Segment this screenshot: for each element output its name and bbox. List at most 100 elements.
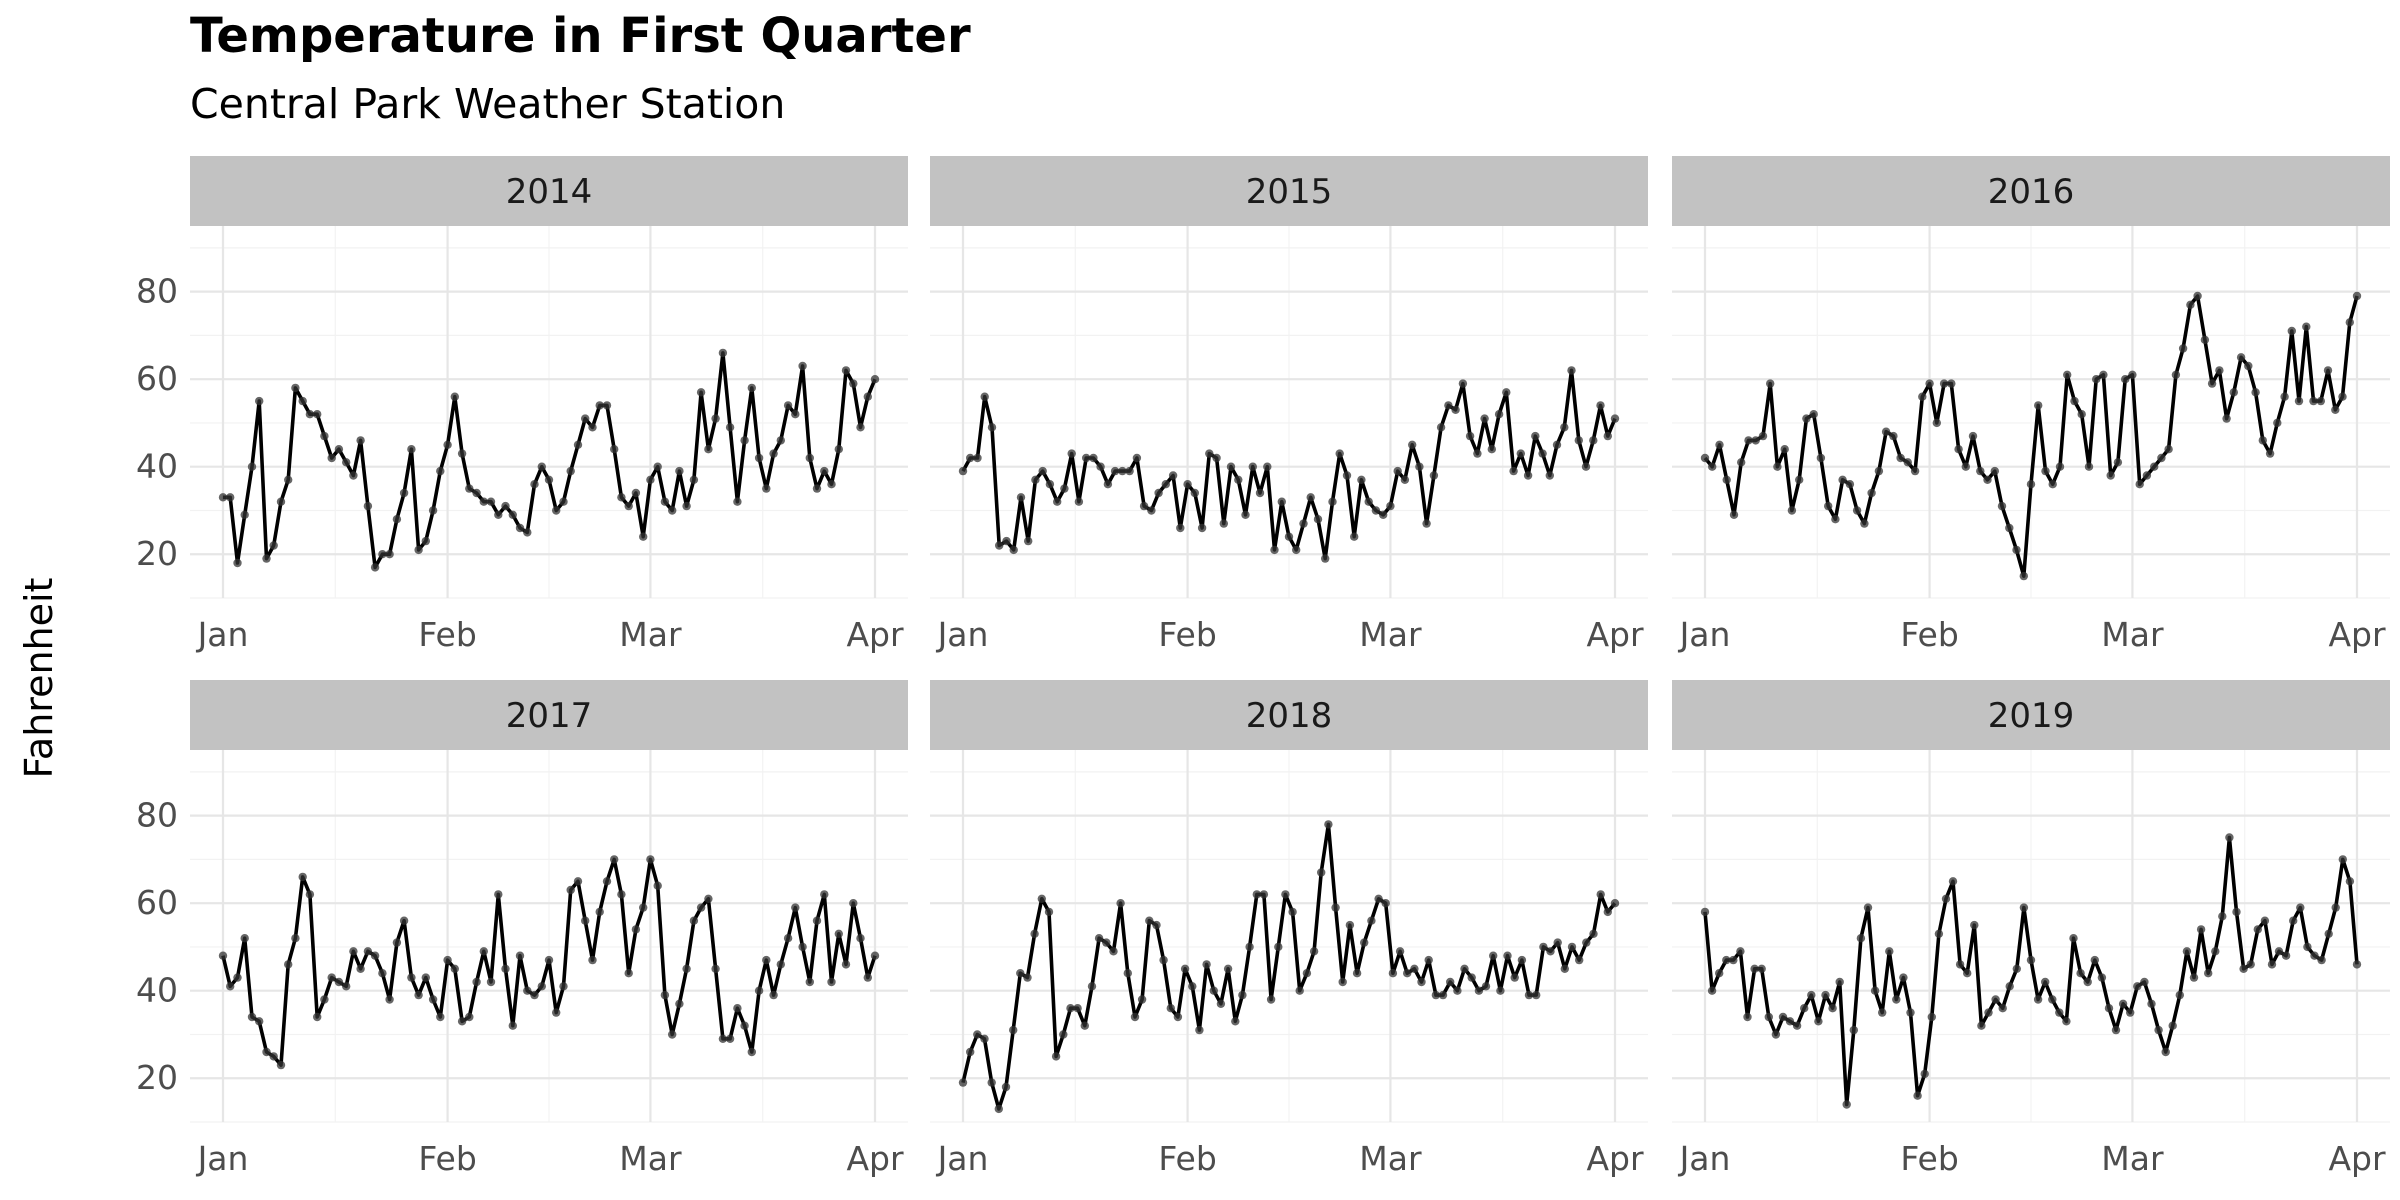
data-point [1970, 920, 1979, 930]
data-point [2182, 947, 2192, 956]
data-point [1856, 934, 1866, 943]
data-point [1223, 964, 1233, 973]
data-point [588, 955, 597, 965]
data-point [414, 545, 423, 555]
x-tick-label: Jan [936, 1139, 989, 1178]
data-point [1357, 475, 1366, 484]
data-point [1977, 1021, 1986, 1030]
data-point [2048, 995, 2057, 1004]
data-point [958, 1078, 968, 1087]
y-tick-label: 60 [136, 883, 178, 922]
data-point [783, 934, 793, 943]
data-point [1371, 506, 1381, 515]
data-point [1306, 493, 1315, 502]
data-point [863, 392, 872, 401]
data-point [1494, 410, 1504, 419]
data-point [1545, 471, 1555, 480]
data-point [2345, 877, 2355, 886]
data-point [2026, 955, 2036, 965]
data-point [1386, 501, 1395, 511]
data-point [255, 396, 264, 406]
data-point [1277, 497, 1287, 506]
data-point [2034, 401, 2043, 410]
data-point [2324, 929, 2333, 938]
data-point [2178, 344, 2188, 353]
data-point [1824, 501, 1833, 511]
data-point [1342, 471, 1352, 480]
data-point [1001, 1082, 1011, 1092]
data-point [1037, 894, 1047, 903]
data-point [392, 938, 402, 947]
data-point [1059, 1030, 1068, 1039]
data-point [2338, 392, 2347, 401]
x-tick-label: Mar [2101, 1139, 2164, 1178]
data-point [465, 1012, 474, 1022]
data-point [421, 973, 430, 982]
data-point [1145, 916, 1154, 925]
x-tick-label: Apr [2328, 615, 2386, 654]
data-point [1948, 877, 1958, 886]
data-point [1364, 497, 1373, 506]
data-point [436, 466, 445, 476]
data-point [588, 423, 597, 432]
data-point [675, 466, 684, 476]
data-point [1473, 449, 1482, 458]
data-point [262, 1047, 271, 1057]
data-point [2211, 947, 2220, 956]
data-point [1961, 462, 1971, 471]
data-point [1274, 942, 1283, 952]
data-point [660, 497, 670, 506]
panel-2014: 2014 20 40 60 80 Jan Feb Mar Apr [136, 156, 908, 654]
data-point [1523, 471, 1533, 480]
data-point [1096, 462, 1105, 471]
data-point [1299, 519, 1308, 528]
data-point [2338, 855, 2347, 864]
data-point [1345, 920, 1355, 930]
data-point [2331, 405, 2340, 414]
data-point [407, 445, 416, 454]
data-point [1255, 488, 1265, 498]
data-point [1446, 977, 1455, 987]
data-point [2225, 833, 2234, 842]
data-point [508, 510, 517, 519]
data-point [537, 982, 546, 991]
data-point [1849, 1025, 1859, 1035]
data-point [320, 995, 329, 1004]
data-point [1016, 969, 1025, 978]
data-point [1596, 890, 1605, 899]
data-point [1002, 536, 1011, 546]
data-point [407, 973, 416, 982]
data-point [1809, 410, 1818, 419]
data-point [356, 436, 365, 445]
data-point [1998, 1004, 2007, 1013]
data-point [747, 1047, 756, 1057]
data-point [1295, 986, 1304, 995]
data-point [313, 410, 322, 419]
data-point [1596, 401, 1605, 410]
data-point [1123, 969, 1133, 978]
data-point [2218, 912, 2227, 921]
data-point [2077, 410, 2086, 419]
data-point [1603, 431, 1613, 441]
data-point [1212, 453, 1221, 463]
x-tick-label: Feb [418, 615, 476, 654]
data-point [1453, 986, 1462, 995]
data-point [1800, 1004, 1809, 1013]
data-point [754, 453, 764, 463]
data-point [1205, 449, 1214, 458]
data-point [2128, 370, 2137, 379]
data-point [218, 493, 228, 502]
data-point [1110, 466, 1120, 476]
data-point [1252, 890, 1262, 899]
data-point [812, 916, 822, 925]
data-point [805, 977, 814, 987]
data-point [1496, 986, 1505, 995]
data-point [370, 563, 380, 572]
data-point [2200, 335, 2210, 344]
data-point [1589, 436, 1598, 445]
data-point [1173, 1012, 1183, 1022]
data-point [1438, 990, 1448, 1000]
data-point [1082, 453, 1091, 463]
data-point [1736, 947, 1745, 956]
data-point [276, 497, 286, 506]
